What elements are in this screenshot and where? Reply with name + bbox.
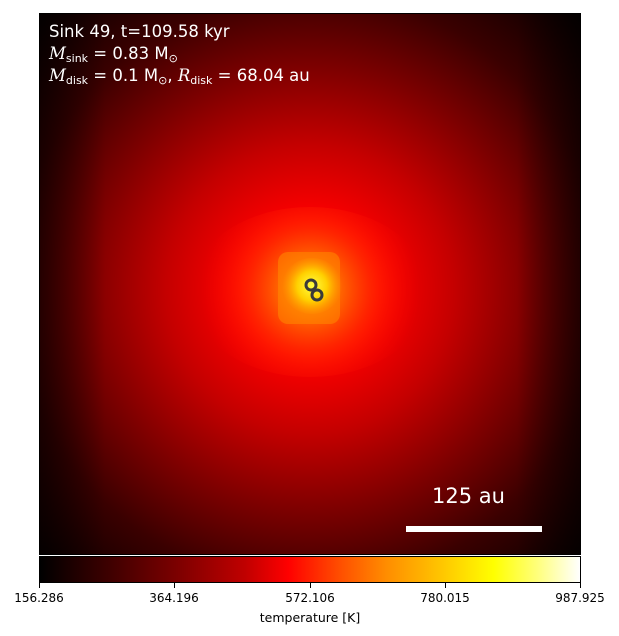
colorbar-tick-label: 364.196	[149, 591, 199, 605]
scale-bar-label: 125 au	[432, 484, 505, 508]
colorbar-tick	[39, 583, 40, 588]
colorbar-tick	[580, 583, 581, 588]
colorbar-tick-label: 780.015	[420, 591, 470, 605]
scale-bar	[406, 526, 542, 532]
sink-title: Sink 49, t=109.58 kyr	[49, 22, 230, 41]
colorbar	[39, 556, 581, 583]
colorbar-tick-label: 987.925	[555, 591, 605, 605]
disk-properties: Mdisk = 0.1 M⊙, Rdisk = 68.04 au	[49, 66, 310, 87]
colorbar-label: temperature [K]	[259, 610, 361, 625]
colorbar-tick-label: 156.286	[14, 591, 64, 605]
temperature-map: Sink 49, t=109.58 kyr Msink = 0.83 M⊙ Md…	[39, 13, 581, 555]
sink-marker-icon	[304, 278, 318, 292]
colorbar-tick	[445, 583, 446, 588]
colorbar-tick	[174, 583, 175, 588]
sink-marker-icon	[310, 288, 324, 302]
colorbar-tick-label: 572.106	[285, 591, 335, 605]
sink-mass: Msink = 0.83 M⊙	[49, 44, 178, 65]
heat-image	[40, 14, 580, 554]
colorbar-tick	[310, 583, 311, 588]
